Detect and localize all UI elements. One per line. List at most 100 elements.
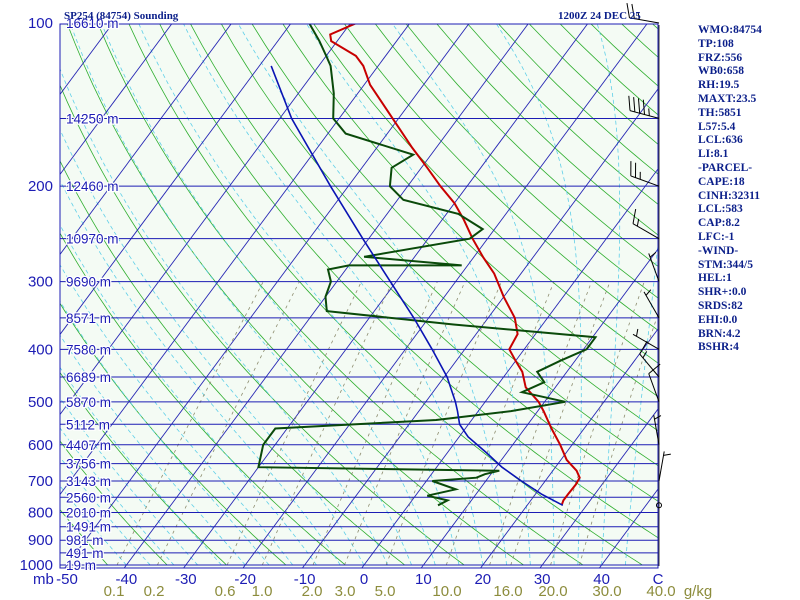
isotherm bbox=[539, 408, 658, 568]
temperature-tick-label: 40 bbox=[593, 571, 610, 588]
mixing-ratio-label: 1.0 bbox=[252, 583, 273, 600]
temperature-tick-label: -50 bbox=[56, 571, 78, 588]
stat-line: LCL:583 bbox=[698, 203, 743, 216]
temperature-profile bbox=[329, 24, 581, 506]
barb-shaft bbox=[648, 373, 660, 402]
stat-line: EHI:0.0 bbox=[698, 313, 738, 326]
mixing-ratio-label: 0.6 bbox=[215, 583, 236, 600]
height-label: 10970 m bbox=[66, 232, 119, 247]
stat-line: FRZ:556 bbox=[698, 51, 743, 64]
barb-full bbox=[639, 340, 648, 355]
wind-barb bbox=[643, 289, 660, 319]
stat-line: SRDS:82 bbox=[698, 299, 743, 312]
height-label: 2560 m bbox=[66, 490, 111, 505]
pressure-tick-label: 900 bbox=[28, 532, 53, 549]
height-label: 3756 m bbox=[66, 457, 111, 472]
mixing-ratio-label: 40.0 bbox=[646, 583, 675, 600]
height-label: 7580 m bbox=[66, 342, 111, 357]
temperature-tick-label: 20 bbox=[474, 571, 491, 588]
barb-full bbox=[633, 97, 636, 112]
stat-line: LI:8.1 bbox=[698, 148, 729, 161]
mixing-ratio-label: 16.0 bbox=[493, 583, 522, 600]
barb-full bbox=[628, 95, 631, 111]
height-label: 981 m bbox=[66, 533, 104, 548]
barb-shaft bbox=[658, 451, 665, 482]
wind-barb bbox=[648, 363, 661, 402]
isotherm bbox=[60, 24, 232, 256]
isotherm bbox=[301, 88, 658, 568]
barb-half bbox=[639, 171, 641, 180]
barb-full bbox=[637, 98, 641, 114]
wind-barb bbox=[632, 208, 660, 240]
mixing-ratio-label: 2.0 bbox=[302, 583, 323, 600]
pressure-tick-label: 1000 bbox=[20, 557, 53, 574]
stat-line: CINH:32311 bbox=[698, 189, 760, 202]
mixing-ratio-unit: g/kg bbox=[684, 583, 712, 600]
stat-line: WMO:84754 bbox=[698, 24, 762, 36]
temperature-tick-label: 0 bbox=[360, 571, 368, 588]
barb-shaft bbox=[632, 333, 660, 350]
stat-line: LCL:636 bbox=[698, 134, 743, 147]
height-label: 4407 m bbox=[66, 438, 111, 453]
mixing-ratio-label: 0.1 bbox=[104, 583, 125, 600]
pressure-tick-label: 400 bbox=[28, 341, 53, 358]
isotherm bbox=[420, 248, 658, 568]
temperature-tick-label: 30 bbox=[534, 571, 551, 588]
barb-full bbox=[642, 99, 646, 115]
height-label: 5870 m bbox=[66, 395, 111, 410]
barb-half bbox=[645, 289, 652, 296]
barb-full bbox=[626, 3, 630, 18]
stat-line: -WIND- bbox=[698, 244, 739, 257]
height-label: 8571 m bbox=[66, 311, 111, 326]
temperature-tick-label: -40 bbox=[116, 571, 138, 588]
barb-shaft bbox=[653, 415, 660, 445]
stat-line: LFC:-1 bbox=[698, 230, 735, 243]
height-label: 6689 m bbox=[66, 370, 111, 385]
isotherm bbox=[123, 24, 529, 568]
surface-marker bbox=[656, 502, 662, 509]
height-label: 19 m bbox=[66, 558, 96, 573]
isotherm bbox=[64, 24, 470, 568]
pressure-tick-label: 200 bbox=[28, 178, 53, 195]
barb-full bbox=[632, 208, 637, 224]
stat-line: STM:344/5 bbox=[698, 258, 753, 271]
barb-half bbox=[642, 351, 648, 359]
height-label: 16610 m bbox=[66, 16, 119, 31]
height-label: 2010 m bbox=[66, 505, 111, 520]
height-label: 14250 m bbox=[66, 111, 119, 126]
wind-barb bbox=[628, 95, 660, 119]
temperature-tick-label: -10 bbox=[294, 571, 316, 588]
sounding-stats-panel: WMO:84754 TP:108 FRZ:556 WB0:658 RH:19.5 MAXT… bbox=[698, 24, 798, 355]
temperature-tick-label: -20 bbox=[234, 571, 256, 588]
isotherm bbox=[60, 24, 410, 496]
stat-line: BRN:4.2 bbox=[698, 327, 741, 340]
wind-barb bbox=[653, 415, 662, 445]
stat-line: MAXT:23.5 bbox=[698, 92, 757, 105]
height-label: 5112 m bbox=[66, 417, 110, 432]
stat-line: BSHR:4 bbox=[698, 341, 739, 354]
barb-full bbox=[648, 363, 661, 374]
barb-full bbox=[631, 3, 635, 19]
stat-line: TH:5851 bbox=[698, 106, 742, 119]
stat-line: SHR+:0.0 bbox=[698, 286, 747, 299]
pressure-tick-label: 600 bbox=[28, 437, 53, 454]
dewpoint-profile bbox=[257, 24, 598, 507]
stat-line: -PARCEL- bbox=[698, 161, 753, 174]
plot-frame bbox=[59, 23, 659, 569]
pressure-tick-label: 500 bbox=[28, 394, 53, 411]
height-label: 491 m bbox=[66, 546, 104, 561]
barb-full bbox=[635, 162, 637, 178]
barb-shaft bbox=[648, 253, 660, 282]
mixing-ratio-label: 0.2 bbox=[144, 583, 165, 600]
isotherm bbox=[0, 23, 54, 577]
mixing-ratio-label: 3.0 bbox=[335, 583, 356, 600]
temperature-tick-label: -30 bbox=[175, 571, 197, 588]
stat-line: CAPE:18 bbox=[698, 175, 745, 188]
barb-half bbox=[636, 218, 640, 227]
barb-half bbox=[663, 453, 671, 456]
wind-barb bbox=[658, 451, 671, 482]
stat-line: L57:5.4 bbox=[698, 120, 736, 133]
mixing-ratio-label: 10.0 bbox=[432, 583, 461, 600]
mixing-ratio-label: 20.0 bbox=[538, 583, 567, 600]
